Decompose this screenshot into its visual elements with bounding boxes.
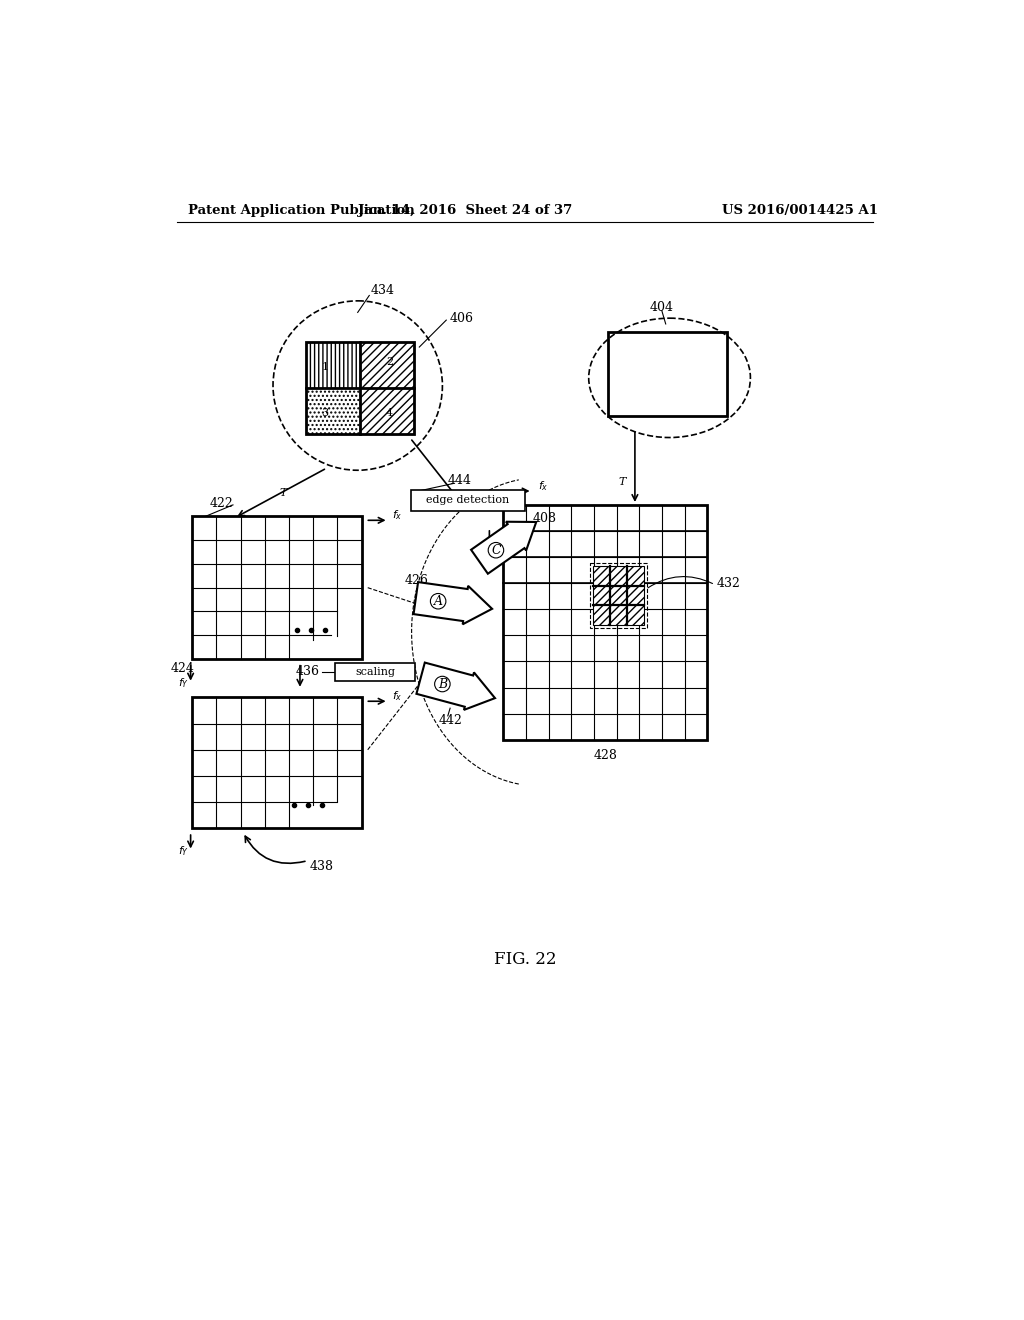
Text: B: B: [438, 677, 446, 690]
Text: 434: 434: [371, 284, 395, 297]
Bar: [306, 388, 360, 434]
Text: 1: 1: [322, 362, 329, 372]
Bar: [411, 490, 525, 511]
Text: 2: 2: [386, 358, 393, 367]
Text: 444: 444: [449, 474, 472, 487]
Text: 436: 436: [295, 665, 319, 678]
Text: 406: 406: [451, 312, 474, 325]
Text: FIG. 22: FIG. 22: [494, 950, 556, 968]
Text: 442: 442: [438, 714, 462, 727]
Bar: [360, 342, 414, 388]
Bar: [608, 331, 727, 416]
Polygon shape: [417, 663, 495, 710]
Text: 412: 412: [639, 508, 663, 521]
Text: 404: 404: [650, 301, 674, 314]
Polygon shape: [414, 582, 493, 624]
Text: 438: 438: [309, 861, 334, 874]
Text: T: T: [618, 477, 626, 487]
Text: $f_Y$: $f_Y$: [476, 543, 487, 557]
Polygon shape: [471, 521, 537, 574]
Bar: [335, 663, 416, 681]
Bar: [306, 342, 360, 388]
Text: 408: 408: [532, 512, 556, 525]
Text: 424: 424: [171, 661, 195, 675]
Bar: [306, 342, 414, 434]
Text: US 2016/0014425 A1: US 2016/0014425 A1: [723, 205, 879, 218]
Text: Patent Application Publication: Patent Application Publication: [188, 205, 415, 218]
Text: $f_x$: $f_x$: [538, 479, 549, 492]
Text: $f_Y$: $f_Y$: [178, 845, 189, 858]
Text: edge detection: edge detection: [426, 495, 510, 506]
Text: 402: 402: [658, 516, 682, 529]
Text: $f_x$: $f_x$: [392, 689, 402, 702]
Text: A: A: [433, 595, 442, 607]
Text: 3: 3: [322, 408, 329, 418]
Bar: [590, 562, 647, 628]
Bar: [360, 388, 414, 434]
Text: 422: 422: [210, 496, 233, 510]
Text: 426: 426: [406, 574, 429, 587]
Text: 4: 4: [386, 408, 393, 418]
Text: 432: 432: [717, 577, 740, 590]
Text: C: C: [492, 544, 501, 557]
Text: scaling: scaling: [355, 667, 395, 677]
Text: $f_Y$: $f_Y$: [178, 676, 189, 689]
Text: $f_x$: $f_x$: [392, 508, 402, 521]
Text: 428: 428: [593, 748, 617, 762]
Text: T: T: [280, 488, 287, 499]
Bar: [193, 697, 361, 829]
Bar: [503, 506, 708, 739]
Text: Jan. 14, 2016  Sheet 24 of 37: Jan. 14, 2016 Sheet 24 of 37: [358, 205, 572, 218]
Bar: [593, 566, 644, 624]
Bar: [193, 516, 361, 659]
